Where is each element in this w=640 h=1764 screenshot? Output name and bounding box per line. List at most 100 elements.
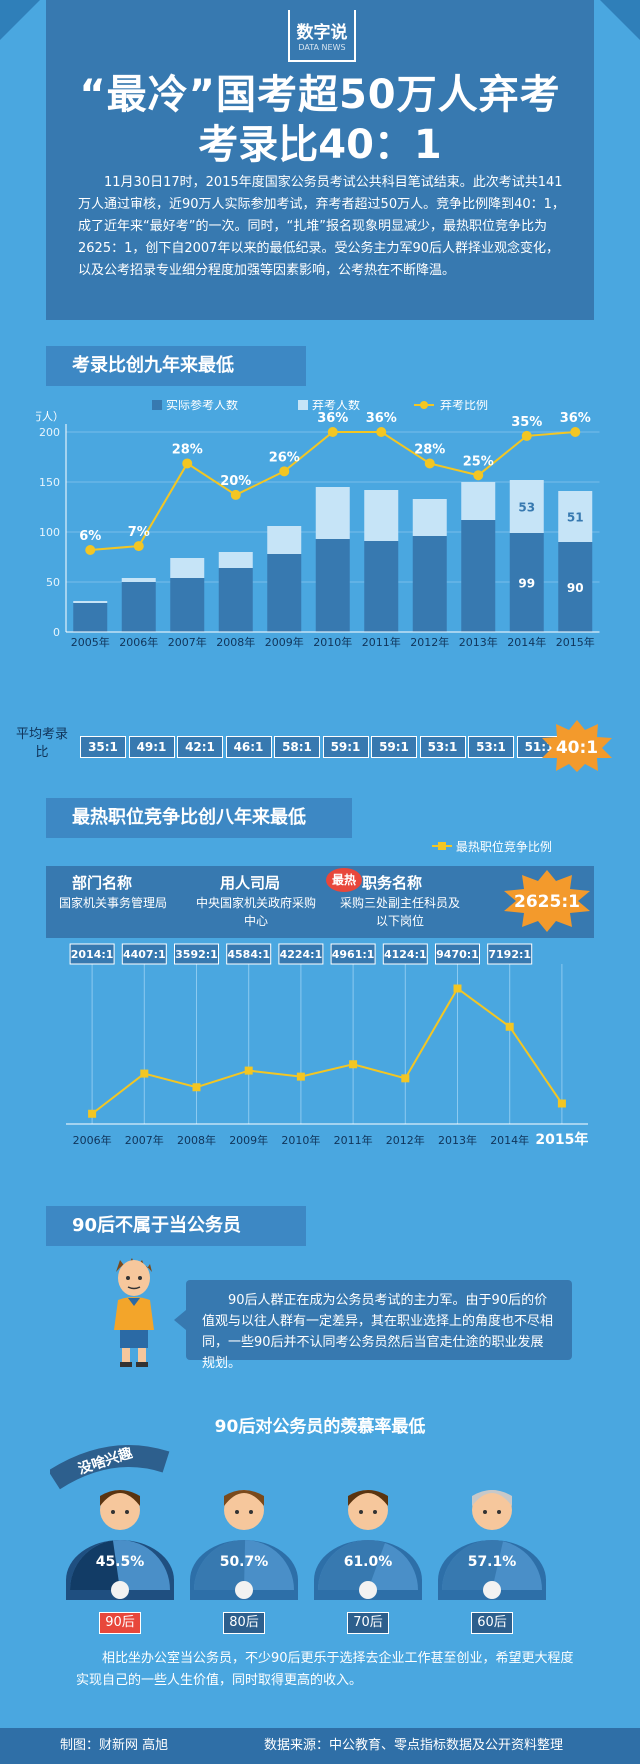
bar-absent [267,526,302,554]
line-point [349,1060,358,1069]
envy-pct: 61.0% [344,1554,393,1570]
value-box [382,943,428,965]
line-point [557,1099,566,1108]
bar-absent [509,480,544,533]
value-box [69,943,115,965]
bar-absent [558,491,593,542]
avatar-eye [249,1510,253,1514]
line-point-label: 35% [511,415,542,430]
value-label: 9470:1 [436,948,479,961]
bureau-heading: 用人司局 [220,874,281,892]
bar-absent [315,487,350,539]
envy-pct: 50.7% [220,1554,269,1570]
bar-actual [121,582,156,632]
gauge-fill [70,1540,120,1590]
value-box [121,943,167,965]
value-box [487,943,533,965]
line-point [140,1069,149,1078]
exam-bar-line-chart: 实际参考人数 弃考人数 弃考比例 （万人） 0 50 100 150 200 2005年 2006年… [36,400,600,649]
line-point [279,466,290,477]
x-tick-label: 2008年 [177,1133,216,1147]
ratio-cell: 53:1 [419,736,466,758]
y-tick-label: 200 [39,426,60,439]
line-point [453,984,462,993]
bar-actual [170,578,205,632]
bar-absent [170,558,205,578]
ratio-cell: 42:1 [177,736,223,758]
line-point [424,458,435,469]
hottest-legend: 最热职位竞争比例 [432,838,552,855]
line-point [133,541,144,552]
legend-label: 弃考比例 [440,400,488,412]
line-point [376,427,387,437]
x-tick-label: 2012年 [410,635,449,649]
line-point-label: 28% [414,442,445,457]
corner-decoration [600,0,640,40]
bar-absent [218,552,253,568]
bar-absent [121,578,156,582]
envy-group-label: 70后 [347,1612,389,1634]
avatar-face [100,1490,140,1530]
bar-actual [218,568,253,632]
line-point-label: 7% [128,525,150,540]
ratio-cell: 59:1 [322,736,369,758]
value-box [174,943,219,965]
bar-absent [461,482,496,520]
envy-pct: 57.1% [468,1554,517,1570]
post90-note: 相比坐办公室当公务员，不少90后更乐于选择去企业工作甚至创业，希望更大程度实现自… [76,1651,574,1688]
bar-value-label: 53 [518,501,535,515]
line-point-label: 28% [172,442,203,457]
avatar-eye [373,1510,377,1514]
line-point [192,1083,201,1092]
logo: 数字说 DATA NEWS [288,10,356,62]
ratio-row-label: 平均考录比 [15,727,68,760]
avatar-eye [359,1510,363,1514]
value-label: 4224:1 [280,948,323,961]
line-point-label: 20% [220,474,251,489]
x-tick-label: 2011年 [362,635,401,649]
gauge-pivot [111,1581,129,1599]
line-point [521,430,532,441]
avatar-face [472,1490,512,1530]
value-box [435,943,480,965]
x-tick-label: 2008年 [216,635,255,649]
dept-heading: 部门名称 [72,874,133,892]
bar-value-label: 51 [567,511,584,525]
line-point [327,427,338,437]
bar-actual [558,542,593,632]
y-tick-label: 50 [46,576,60,589]
ratio-2015-value: 40:1 [556,738,598,758]
legend-swatch [152,400,162,410]
value-label: 4584:1 [227,948,270,961]
value-box [278,943,324,965]
envy-pct: 45.5% [96,1554,145,1570]
logo-sub: DATA NEWS [298,43,346,52]
post90-speech-bubble: 90后人群正在成为公务员考试的主力军。由于90后的价值观与以往人群有一定差异，其… [186,1280,572,1371]
ratio-cell: 53:1 [468,736,514,758]
ratio-cell: 58:1 [274,736,320,758]
bar-actual [412,536,447,632]
post-heading: 职务名称 [362,874,423,892]
footer-credit: 制图：财新网 高旭 [60,1738,169,1753]
footer: 制图：财新网 高旭 数据来源：中公教育、零点指标数据及公开资料整理 [0,1728,640,1764]
dept-value: 国家机关事务管理局 [58,896,167,910]
envy-rate-figures: 45.5% 50.7% 61.0% 57.1% [66,1490,546,1600]
line-point-label: 6% [79,529,101,544]
hottest-badge: 最热 [326,868,362,892]
value-label: 3592:1 [175,948,218,961]
x-tick-label: 2013年 [438,1133,477,1147]
avatar-face [348,1490,388,1530]
line-point-label: 36% [317,411,348,426]
line-point [401,1074,410,1083]
bar-actual [509,533,544,632]
hottest-2015-burst: 2625:1 [504,870,590,932]
gauge-fill [318,1540,385,1590]
gauge-fill [442,1540,504,1590]
x-tick-label: 2010年 [281,1133,320,1147]
post90-boy-illustration [114,1258,154,1367]
envy-rate-title: 90后对公务员的羡慕率最低 [214,1417,426,1437]
avatar-eye [235,1510,239,1514]
value-box [226,943,272,965]
x-tick-label: 2005年 [71,635,110,649]
bar-actual [315,539,350,632]
